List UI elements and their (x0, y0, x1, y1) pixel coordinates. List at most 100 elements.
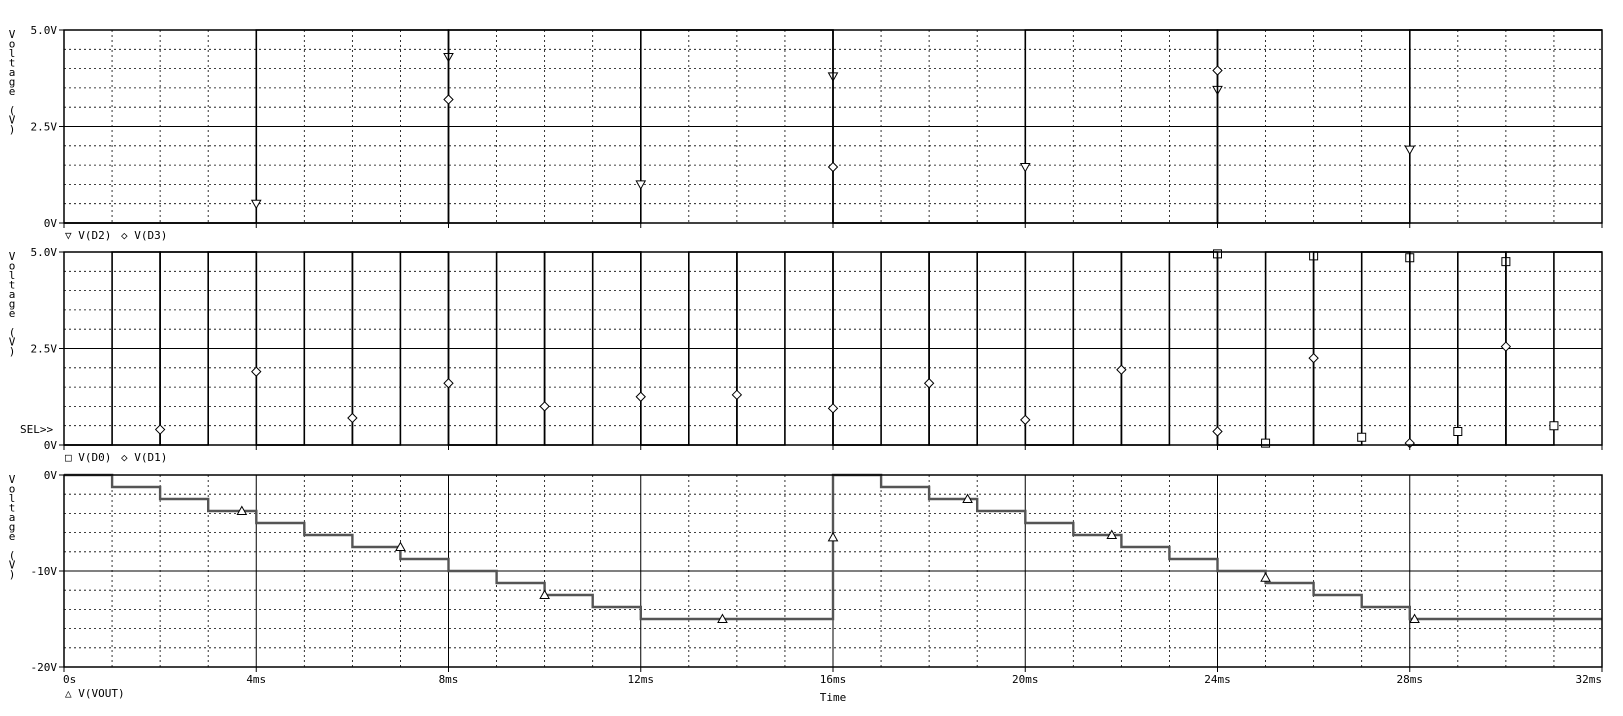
trace-marker (962, 493, 973, 503)
x-tick-label: 12ms (628, 673, 655, 686)
y-axis-label-char: t (9, 502, 16, 515)
x-axis-label: Time (820, 691, 847, 704)
trace-marker (1212, 65, 1223, 76)
y-tick-label: 0V (44, 217, 58, 230)
legend-item: ▽ V(D2) (65, 229, 111, 242)
x-tick-label: 16ms (820, 673, 847, 686)
trace-marker (827, 531, 839, 542)
trace-marker (1106, 529, 1118, 539)
y-axis-label-char: g (9, 298, 16, 311)
y-axis-label-char: l (9, 47, 16, 60)
trace-marker (1500, 341, 1512, 352)
grid-lines (64, 475, 1602, 667)
trace-marker (347, 412, 358, 424)
y-tick-label: 0V (44, 469, 58, 482)
legend-item: ◇ V(D1) (121, 451, 167, 464)
y-tick-label: -20V (31, 661, 58, 674)
y-axis-label-char: g (9, 521, 16, 534)
y-axis-label-char: a (9, 288, 16, 301)
trace-marker (251, 366, 262, 377)
y-axis-label-char: e (9, 307, 16, 320)
y-axis-label-char: o (9, 38, 16, 51)
trace-marker (1260, 572, 1271, 582)
y-axis-label-char: V (9, 114, 16, 127)
trace-marker (539, 589, 550, 599)
y-axis-label-char: V (9, 559, 16, 572)
legend: ▽ V(D2) ◇ V(D3) (65, 229, 167, 242)
y-axis-label-char: V (9, 28, 16, 41)
trace-marker (1212, 426, 1223, 437)
y-axis-label-char: e (9, 85, 16, 98)
trace-marker (1357, 432, 1367, 442)
y-tick-label: 2.5V (31, 343, 58, 356)
trace-marker (1261, 438, 1271, 448)
y-axis-label-char: t (9, 279, 16, 292)
y-axis-label-char: V (9, 473, 16, 486)
y-axis-label-char: ( (9, 104, 16, 117)
sel-marker-label: SEL>> (20, 423, 53, 436)
trace-marker (154, 424, 166, 435)
trace-marker (923, 378, 935, 389)
y-axis-label-char: o (9, 260, 16, 273)
y-axis-label-char: l (9, 492, 16, 505)
y-axis-label-char: V (9, 250, 16, 263)
y-axis-label-char: ( (9, 326, 16, 339)
trace-marker (443, 378, 454, 389)
y-axis-label-char: ) (9, 123, 16, 136)
x-tick-label: 0s (63, 673, 76, 686)
y-axis-label-char: l (9, 269, 16, 282)
trace-marker (635, 180, 647, 190)
legend-item: ◇ V(D3) (121, 229, 167, 242)
y-axis-label-char: g (9, 76, 16, 89)
trace-marker (1453, 426, 1463, 436)
trace-marker (731, 389, 743, 401)
trace-marker (395, 541, 406, 551)
trace-marker (1409, 613, 1420, 623)
trace-marker (1020, 414, 1031, 426)
y-axis-label-char: a (9, 66, 16, 79)
x-tick-label: 8ms (439, 673, 459, 686)
trace-marker (827, 403, 839, 414)
x-tick-label: 28ms (1397, 673, 1424, 686)
y-tick-label: 5.0V (31, 24, 58, 37)
y-axis-label-char: e (9, 530, 16, 543)
legend: □ V(D0) ◇ V(D1) (65, 451, 167, 464)
x-tick-label: 4ms (246, 673, 266, 686)
x-tick-label: 32ms (1576, 673, 1603, 686)
y-axis-label-char: o (9, 483, 16, 496)
trace-marker (827, 161, 839, 173)
y-tick-label: 2.5V (31, 121, 58, 134)
trace-marker (1019, 163, 1031, 173)
y-axis-label-char: ( (9, 549, 16, 562)
trace-vd3 (64, 29, 1602, 224)
y-tick-label: 0V (44, 439, 58, 452)
trace-marker (1404, 145, 1416, 156)
legend-item: △ V(VOUT) (65, 687, 125, 700)
trace-marker (1308, 352, 1319, 364)
trace-marker (1549, 421, 1559, 431)
y-axis-label-char: a (9, 511, 16, 524)
trace-marker (539, 401, 550, 412)
trace-marker (443, 94, 454, 105)
x-tick-label: 24ms (1204, 673, 1231, 686)
trace-marker (250, 199, 262, 210)
y-tick-label: -10V (31, 565, 58, 578)
trace-marker (236, 505, 248, 515)
x-tick-label: 20ms (1012, 673, 1039, 686)
trace-marker (1116, 364, 1127, 375)
y-axis-label-char: t (9, 57, 16, 70)
trace-marker (635, 391, 646, 402)
y-axis-label-char: ) (9, 568, 16, 581)
legend-item: □ V(D0) (65, 451, 111, 464)
y-axis-label-char: V (9, 336, 16, 349)
legend: △ V(VOUT) (65, 687, 125, 700)
trace-vvout (64, 473, 1602, 621)
